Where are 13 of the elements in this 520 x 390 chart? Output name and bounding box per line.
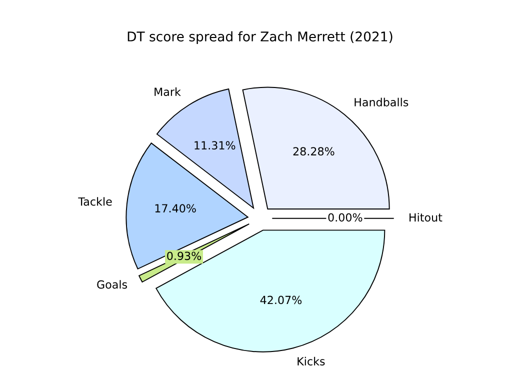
- text: 0.00%: [328, 213, 362, 222]
- data-label: 17.40%: [155, 204, 196, 213]
- data-label: 28.28%: [293, 147, 334, 156]
- data-label: 42.07%: [260, 296, 302, 304]
- slice-label: Handballs: [354, 98, 408, 106]
- slice-label: Goals: [97, 280, 128, 289]
- slice-label: Kicks: [298, 356, 325, 366]
- chart-title: DT score spread for Zach Merrett (2021): [128, 31, 392, 44]
- data-label: 0.93%: [167, 252, 202, 260]
- slice-label: Tackle: [78, 197, 112, 206]
- data-label: 11.31%: [194, 141, 236, 150]
- slice-label: Mark: [154, 87, 181, 96]
- category-label: Hitout: [410, 213, 442, 222]
